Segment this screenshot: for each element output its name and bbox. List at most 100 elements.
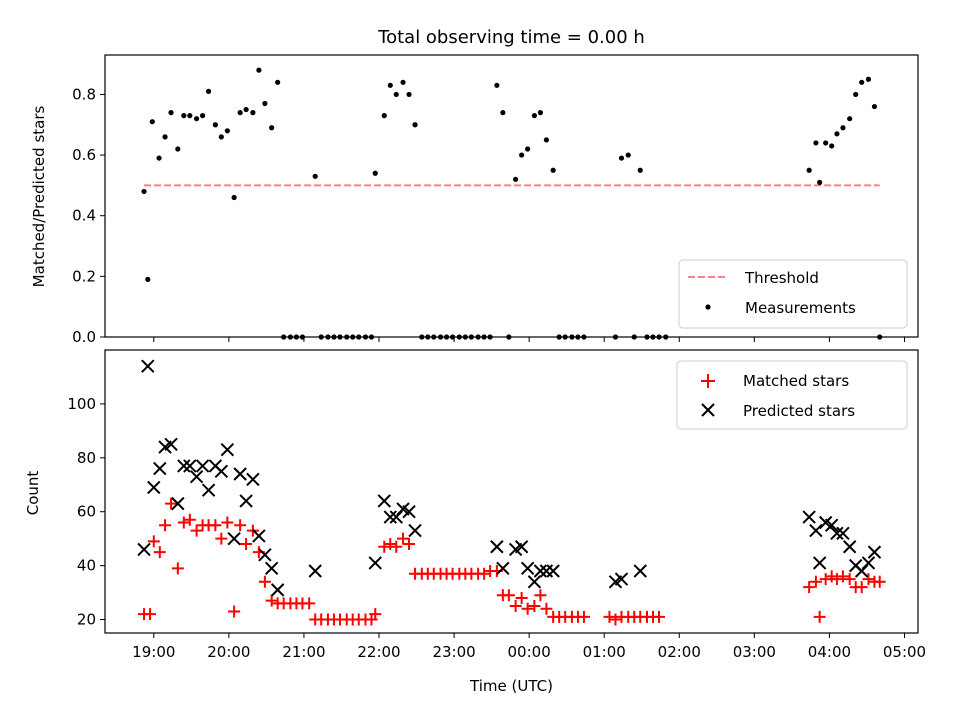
measurement-point [145, 276, 151, 282]
predicted-star-point [153, 461, 167, 476]
predicted-star-point [867, 545, 882, 559]
matched-legend-label: Matched stars [743, 372, 849, 390]
measurement-point [550, 167, 556, 173]
measurement-point [865, 76, 872, 82]
matched-star-point [843, 573, 856, 586]
count-y-ticks: 20 40 60 80 100 [67, 395, 105, 629]
count-y-tick-label: 100 [67, 395, 96, 413]
matched-star-point [836, 570, 849, 583]
measurement-point [393, 91, 399, 98]
ratio-y-axis-label: Matched/Predicted stars [30, 106, 48, 288]
predicted-star-point [496, 561, 510, 576]
predicted-star-point [842, 540, 857, 554]
matched-star-point [603, 610, 616, 623]
predicted-star-point [195, 459, 210, 473]
measurement-point [199, 113, 206, 119]
predicted-star-point [614, 572, 629, 586]
predicted-star-point [220, 443, 235, 457]
measurement-point [531, 113, 537, 119]
ratio-panel: 0.00.20.40.60.8 Matched/Predicted stars … [30, 54, 919, 346]
predicted-star-point [171, 496, 185, 511]
measurement-point [181, 113, 187, 119]
predicted-star-point [239, 494, 253, 508]
measurement-point [834, 131, 840, 137]
matched-star-point [209, 519, 222, 532]
predicted-star-point [812, 556, 827, 570]
matched-star-point [862, 573, 875, 586]
x-tick-label: 05:00 [883, 643, 926, 661]
measurements-legend-swatch [705, 304, 711, 310]
matched-star-point [171, 562, 184, 575]
matched-star-point [190, 524, 203, 537]
matched-star-point [265, 594, 278, 607]
measurement-point [537, 110, 544, 116]
predicted-star-point [830, 526, 844, 540]
predicted-star-point [546, 564, 560, 578]
measurement-point [625, 152, 631, 158]
measurement-point [175, 146, 181, 152]
predicted-legend-label: Predicted stars [743, 402, 855, 420]
ratio-y-tick-label: 0.6 [72, 146, 96, 164]
x-tick-label: 01:00 [583, 643, 626, 661]
measurement-point [823, 140, 829, 146]
matched-star-point [153, 546, 166, 559]
matched-star-point [177, 516, 190, 529]
measurement-point [212, 122, 218, 128]
measurement-point [156, 155, 162, 161]
measurement-point [224, 128, 230, 134]
matched-star-point [830, 573, 843, 586]
predicted-star-point [824, 518, 839, 532]
predicted-star-point [402, 505, 416, 519]
measurement-point [269, 125, 275, 131]
matched-legend-swatch [701, 374, 715, 388]
matched-star-point [478, 567, 491, 580]
count-y-tick-label: 80 [77, 449, 96, 467]
matched-star-point [403, 538, 416, 551]
measurement-point [500, 110, 506, 116]
predicted-star-point [633, 564, 647, 578]
measurement-point [813, 140, 819, 146]
count-y-tick-label: 20 [77, 611, 96, 629]
measurement-point [525, 146, 531, 152]
measurement-point [372, 170, 378, 176]
ratio-y-tick-label: 0.4 [72, 207, 96, 225]
matched-star-point [369, 608, 382, 621]
matched-star-point [215, 532, 228, 545]
matched-star-point [502, 589, 515, 602]
matched-star-point [653, 610, 666, 623]
measurement-point [381, 113, 387, 119]
matched-star-point [540, 602, 553, 615]
matched-star-point [183, 513, 196, 526]
figure-title: Total observing time = 0.00 h [377, 27, 645, 48]
predicted-star-point [183, 459, 197, 473]
count-legend: Matched stars Predicted stars [676, 360, 908, 430]
x-tick-label: 22:00 [357, 643, 400, 661]
matched-star-point [609, 613, 622, 626]
predicted-star-point [533, 564, 548, 578]
x-tick-label: 03:00 [733, 643, 776, 661]
measurement-point [840, 125, 846, 131]
measurement-point [243, 106, 249, 113]
predicted-star-point [246, 472, 260, 487]
measurement-point [168, 110, 174, 116]
matched-star-point [577, 610, 590, 623]
ratio-legend: Threshold Measurements [678, 259, 908, 329]
matched-star-point [165, 497, 178, 510]
predicted-legend-swatch [701, 403, 715, 417]
matched-star-point [528, 600, 541, 613]
measurement-point [256, 67, 262, 73]
predicted-star-point [147, 480, 161, 495]
matched-star-point [147, 535, 160, 548]
x-tick-label: 21:00 [282, 643, 325, 661]
measurement-point [543, 137, 550, 143]
matched-star-point [390, 540, 403, 553]
predicted-star-point [164, 437, 178, 452]
ratio-y-tick-label: 0.2 [72, 267, 96, 285]
x-tick-label: 19:00 [132, 643, 175, 661]
predicted-star-point [809, 523, 823, 538]
measurement-point [406, 91, 412, 98]
count-y-axis-label: Count [24, 471, 42, 516]
matched-star-point [378, 540, 391, 553]
